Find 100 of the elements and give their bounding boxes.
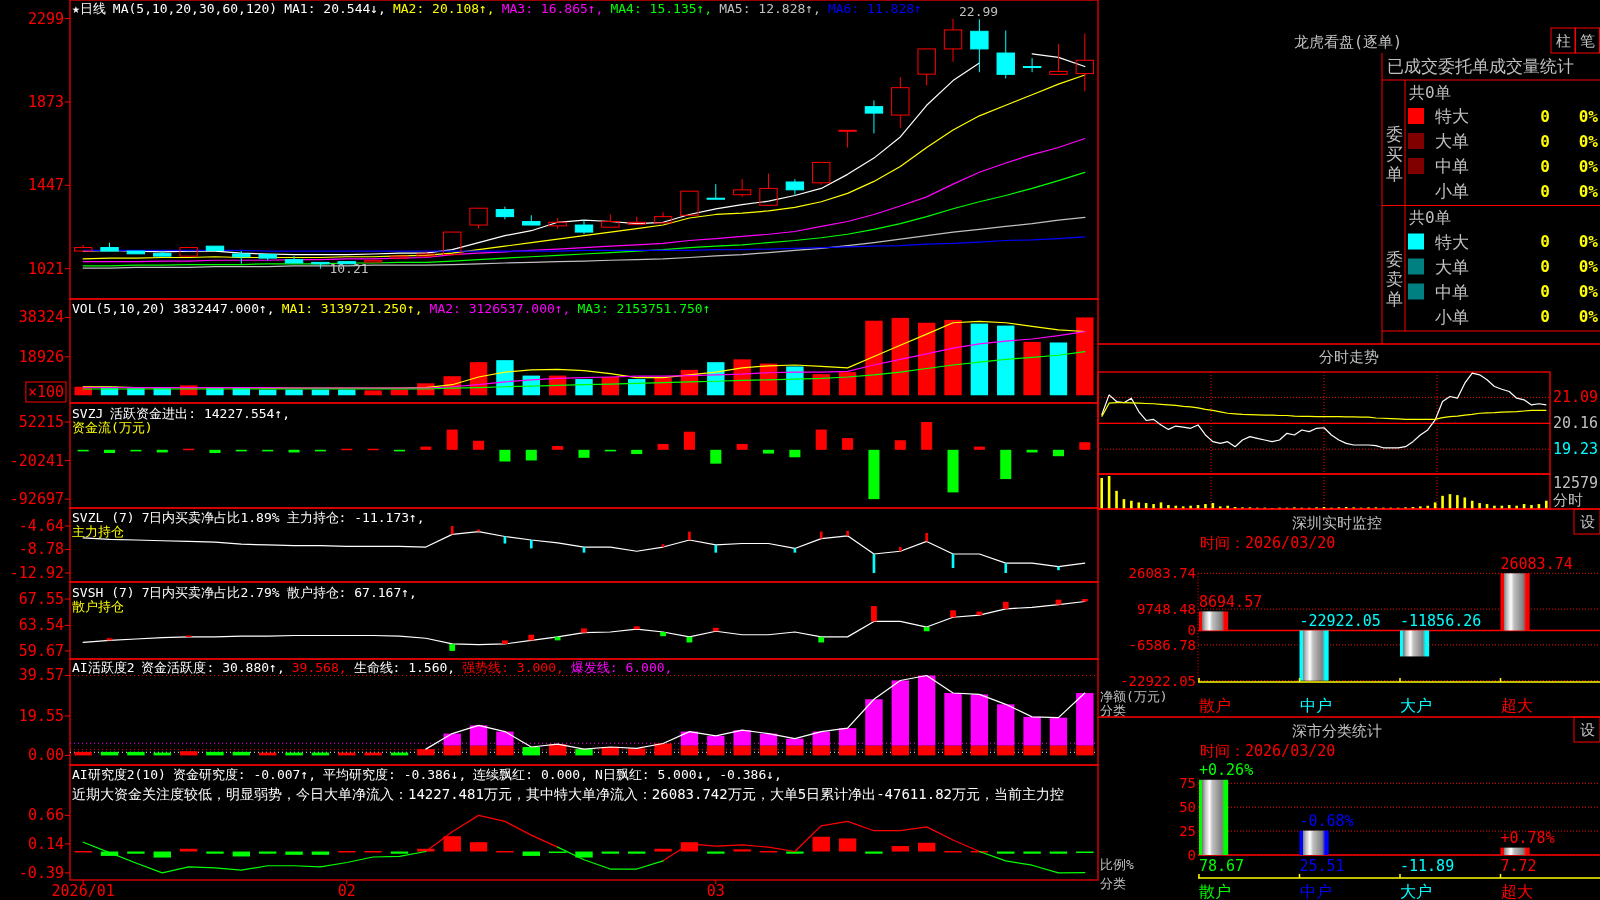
text: 柱 — [1555, 32, 1571, 50]
y-tick-label: 19.23 — [1553, 440, 1599, 459]
text: 0 — [1540, 181, 1550, 201]
data-label: -22922.05 — [1299, 612, 1381, 631]
series-label: 主力持仓: -11.173↑, — [286, 509, 425, 525]
y-tick-label: 25 — [1179, 823, 1196, 840]
text: 0% — [1578, 181, 1599, 201]
chart-subtitle: 时间：2026/03/20 — [1200, 534, 1336, 552]
chart-title: SVZJ — [72, 405, 104, 421]
chart-title: 深圳实时监控 — [1292, 514, 1382, 532]
ref-line-label: 39.568, — [291, 659, 347, 675]
chart-title: SVSH (7) — [72, 584, 135, 600]
category-label: 小单 — [1435, 181, 1469, 201]
text: 0 — [1540, 307, 1550, 326]
chart-title: SVZL (7) — [72, 509, 135, 525]
text: 散户持仓: 67.167↑, — [286, 584, 417, 600]
y-tick-label: 52215 — [18, 413, 64, 431]
category-label: 特大 — [1435, 106, 1469, 126]
y-tick-label: 38324 — [18, 308, 64, 327]
chart-title: AI研究度2(10) — [72, 766, 166, 782]
text: 12579 — [1553, 474, 1599, 492]
text: 0 — [1540, 156, 1550, 176]
y-axis-title: 资金流(万元) — [72, 419, 153, 435]
y-axis-title: 分时 — [1553, 491, 1583, 509]
text: MA2: 3126537.000↑, — [429, 300, 571, 316]
text: 委卖单 — [1385, 249, 1403, 309]
x-tick-label: 中户 — [1299, 881, 1332, 900]
y-tick-label: -0.39 — [18, 863, 64, 882]
data-label: 26083.74 — [1500, 555, 1573, 574]
text: 0% — [1578, 106, 1599, 126]
y-tick-label: 21.09 — [1553, 388, 1599, 407]
text: 共0单 — [1409, 82, 1451, 102]
x-tick-label: 大户 — [1400, 695, 1432, 715]
x-tick-label: 散户 — [1199, 695, 1231, 715]
text: 委买单 — [1385, 123, 1403, 184]
annotation: 活跃资金进出: 14227.554↑, — [110, 405, 291, 421]
text: 0% — [1578, 232, 1599, 251]
ref-line-label: 生命线: 1.560, — [353, 659, 456, 675]
x-tick-label: 中户 — [1299, 695, 1332, 715]
text: 笔 — [1580, 32, 1595, 50]
category-label: 特大 — [1435, 231, 1469, 252]
y-tick-label: 0.66 — [27, 806, 64, 825]
category-label: 中单 — [1435, 156, 1469, 176]
text: 共0单 — [1409, 208, 1451, 227]
data-label: 78.67 — [1199, 857, 1245, 875]
category-label: 小单 — [1435, 306, 1469, 327]
x-tick-label: 2026/01 — [51, 882, 115, 900]
text: 已成交委托单成交量统计 — [1387, 56, 1574, 76]
x-tick-label: 03 — [706, 882, 725, 900]
y-tick-label: 75 — [1179, 775, 1196, 792]
text: MA3: 16.865↑, — [501, 0, 604, 16]
annotation: +0.78% — [1500, 828, 1555, 847]
text: MA3: 2153751.750↑ — [577, 300, 711, 316]
text: 设 — [1579, 512, 1595, 531]
data-label: -11856.26 — [1400, 612, 1482, 631]
y-tick-label: 0.00 — [27, 746, 64, 765]
y-tick-label: 0.14 — [27, 834, 64, 853]
text: 0 — [1540, 282, 1550, 301]
ref-line-label: 强势线: 3.000, — [462, 659, 564, 675]
annotation: 10.21 — [329, 261, 369, 277]
y-axis-title: 散户持仓 — [72, 598, 124, 614]
text: 0% — [1578, 282, 1599, 301]
y-tick-label: -92697 — [9, 490, 64, 509]
y-tick-label: 1447 — [27, 176, 64, 195]
y-tick-label: -12.92 — [9, 563, 64, 582]
y-tick-label: 67.55 — [18, 589, 64, 608]
annotation: 平均研究度: -0.386↓, — [323, 766, 467, 782]
text: MA1: 20.544↓, — [284, 0, 386, 16]
x-axis-title: 分类 — [1100, 702, 1126, 718]
x-tick-label: 超大 — [1500, 695, 1533, 715]
annotation: 资金活跃度: 30.880↑, — [141, 659, 285, 675]
annotation: 22.99 — [959, 4, 999, 20]
y-tick-label: 63.54 — [18, 616, 64, 635]
chart-title: AI活跃度2 — [72, 659, 135, 675]
y-tick-label: -22922.05 — [1120, 672, 1196, 689]
legend-title: MA(5,10,20,30,60,120) — [112, 0, 278, 16]
chart-title: VOL(5,10,20) — [72, 300, 166, 316]
y-tick-label: 20.16 — [1553, 414, 1599, 433]
x-tick-label: 超大 — [1500, 881, 1533, 900]
y-axis-title: 净额(万元) — [1100, 688, 1168, 704]
annotation: 3832447.000↑, — [172, 300, 275, 316]
annotation: -0.386↓, — [719, 766, 782, 782]
x-tick-label: 02 — [337, 882, 356, 900]
y-tick-label: 59.67 — [18, 641, 64, 660]
x-tick-label: 大户 — [1400, 881, 1432, 900]
text: 近期大资金关注度较低，明显弱势，今日大单净流入：14227.481万元，其中特大单净流入：26083.742万元，大单5日累计净出-47611.82万元，当前主力控 — [72, 786, 1065, 802]
text: 0 — [1540, 232, 1550, 251]
annotation: 资金研究度: -0.007↑, — [172, 766, 317, 782]
annotation: 7日内买卖净占比2.79% — [141, 584, 280, 600]
category-label: 大单 — [1435, 256, 1469, 277]
y-tick-label: 19.55 — [18, 706, 64, 725]
y-tick-label: 0 — [1187, 847, 1196, 863]
text: 0% — [1578, 307, 1599, 326]
y-tick-label: -20241 — [9, 451, 64, 470]
y-tick-label: 2299 — [27, 9, 64, 28]
text: 0 — [1540, 131, 1550, 151]
text: 0% — [1578, 131, 1599, 151]
category-label: 大单 — [1435, 131, 1469, 151]
text: MA4: 15.135↑, — [610, 0, 713, 16]
annotation: +0.26% — [1199, 760, 1254, 779]
